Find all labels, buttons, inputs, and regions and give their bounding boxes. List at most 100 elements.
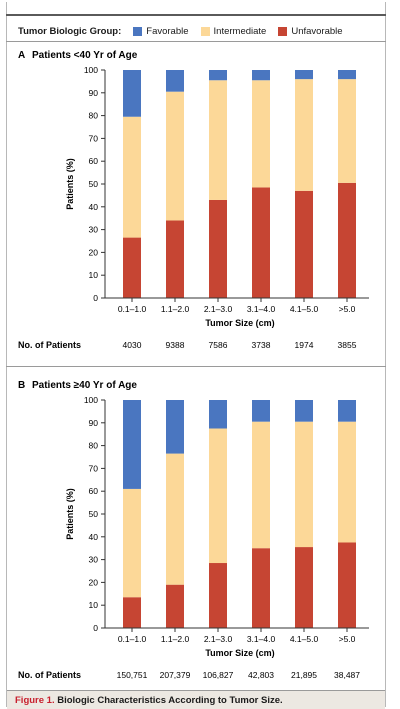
legend-label-unfavorable: Unfavorable	[291, 25, 343, 37]
panel-a-bar-unfavorable-3	[252, 187, 270, 298]
panel-b-bar-favorable-5	[338, 400, 356, 422]
panel-a-bar-intermediate-2	[209, 80, 227, 200]
panel-a-bar-intermediate-0	[123, 116, 141, 238]
panel-b-patients-0: 150,751	[117, 670, 148, 680]
panel-b-ytick-label-10: 10	[89, 600, 99, 610]
figure-caption: Figure 1. Biologic Characteristics Accor…	[7, 690, 385, 709]
panel-a-xtick-label-2: 2.1–3.0	[204, 304, 233, 314]
panel-b-patients-4: 21,895	[291, 670, 317, 680]
legend-swatch-intermediate	[200, 26, 210, 36]
caption-label: Figure 1.	[15, 695, 55, 706]
legend: Tumor Biologic Group: Favorable Intermed…	[18, 24, 355, 38]
panel-b-letter: B	[18, 380, 25, 391]
panel-a-bar-intermediate-4	[295, 79, 313, 191]
panel-a-ytick-label-30: 30	[89, 225, 99, 235]
panel-b-bar-unfavorable-2	[209, 563, 227, 628]
panel-a-patients-5: 3855	[338, 340, 357, 350]
panel-b-chart: B Patients ≥40 Yr of Age 0 10 20 30 40 50 60 70 80…	[18, 380, 369, 680]
panel-a-xtick-label-3: 3.1–4.0	[247, 304, 276, 314]
panel-b-ytick-label-70: 70	[89, 463, 99, 473]
panel-b-patients-1: 207,379	[160, 670, 191, 680]
panel-b-patients-3: 42,803	[248, 670, 274, 680]
panel-a-patients-3: 3738	[252, 340, 271, 350]
panel-a-ytick-label-80: 80	[89, 111, 99, 121]
panel-b-bar-favorable-4	[295, 400, 313, 422]
legend-swatch-unfavorable	[278, 26, 288, 36]
legend-title: Tumor Biologic Group:	[18, 25, 122, 37]
top-rule	[6, 14, 386, 16]
panel-b-ytick-label-50: 50	[89, 509, 99, 519]
panel-a-xtick-label-4: 4.1–5.0	[290, 304, 319, 314]
panel-b-bar-unfavorable-0	[123, 597, 141, 628]
panel-b-bar-intermediate-3	[252, 421, 270, 549]
panel-b-ytick-label-40: 40	[89, 532, 99, 542]
panel-divider	[6, 366, 386, 367]
panel-b-xtick-label-4: 4.1–5.0	[290, 634, 319, 644]
panel-b-bar-favorable-2	[209, 400, 227, 429]
panel-a-ytick-label-50: 50	[89, 179, 99, 189]
panel-b-xtick-label-5: >5.0	[339, 634, 356, 644]
caption-text: Biologic Characteristics According to Tu…	[57, 695, 283, 706]
panel-b-title: Patients ≥40 Yr of Age	[32, 380, 137, 391]
panel-a-bar-unfavorable-5	[338, 182, 356, 298]
panel-a-bar-favorable-4	[295, 70, 313, 80]
panel-b-ytick-label-100: 100	[84, 395, 98, 405]
panel-a-patients-2: 7586	[209, 340, 228, 350]
panel-a-x-axis-label: Tumor Size (cm)	[205, 318, 274, 328]
panel-a-patients-1: 9388	[166, 340, 185, 350]
panel-b-y-axis-label: Patients (%)	[65, 488, 75, 540]
legend-item-favorable: Favorable	[133, 25, 189, 37]
panel-b-bar-favorable-0	[123, 400, 141, 489]
panel-a-ytick-label-60: 60	[89, 156, 99, 166]
panel-b-xtick-label-3: 3.1–4.0	[247, 634, 276, 644]
panel-b-bar-unfavorable-4	[295, 547, 313, 628]
panel-b-patients-2: 106,827	[203, 670, 234, 680]
panel-a-ytick-label-10: 10	[89, 270, 99, 280]
panel-a-ytick-label-70: 70	[89, 133, 99, 143]
panel-a-bar-favorable-5	[338, 70, 356, 80]
panel-a-ytick-label-20: 20	[89, 247, 99, 257]
panel-b-ytick-label-20: 20	[89, 577, 99, 587]
panel-b-patients-5: 38,487	[334, 670, 360, 680]
legend-swatch-favorable	[133, 26, 143, 36]
panel-b-bar-intermediate-2	[209, 428, 227, 564]
panel-a-letter: A	[18, 50, 25, 61]
panel-a-patients-label: No. of Patients	[18, 340, 81, 350]
panel-a-bar-intermediate-1	[166, 91, 184, 221]
panel-a-bar-unfavorable-0	[123, 237, 141, 298]
panel-a-bar-unfavorable-1	[166, 220, 184, 298]
panel-a-ytick-label-40: 40	[89, 202, 99, 212]
panel-a-bar-unfavorable-4	[295, 190, 313, 298]
panel-b-bar-intermediate-1	[166, 453, 184, 585]
panel-a-xtick-label-5: >5.0	[339, 304, 356, 314]
panel-b-bar-unfavorable-3	[252, 548, 270, 628]
legend-label-favorable: Favorable	[146, 25, 189, 37]
panel-b-x-axis-label: Tumor Size (cm)	[205, 648, 274, 658]
panel-a-bar-unfavorable-2	[209, 199, 227, 298]
panel-a-xtick-label-0: 0.1–1.0	[118, 304, 147, 314]
legend-label-intermediate: Intermediate	[213, 25, 267, 37]
panel-a-patients-0: 4030	[123, 340, 142, 350]
panel-b-bar-favorable-1	[166, 400, 184, 454]
panel-a-xtick-label-1: 1.1–2.0	[161, 304, 190, 314]
panel-a-ytick-label-0: 0	[93, 293, 98, 303]
legend-item-intermediate: Intermediate	[200, 25, 267, 37]
panel-b-xtick-label-1: 1.1–2.0	[161, 634, 190, 644]
panel-b-ytick-label-30: 30	[89, 555, 99, 565]
panel-b-bar-favorable-3	[252, 400, 270, 422]
figure-frame	[6, 2, 386, 707]
panel-a-ytick-label-90: 90	[89, 88, 99, 98]
panel-b-ytick-label-80: 80	[89, 441, 99, 451]
panel-b-bar-unfavorable-1	[166, 584, 184, 628]
panel-a-patients-4: 1974	[295, 340, 314, 350]
panel-a-bar-favorable-3	[252, 70, 270, 81]
panel-b-ytick-label-90: 90	[89, 418, 99, 428]
panel-a-y-axis-label: Patients (%)	[65, 158, 75, 210]
legend-item-unfavorable: Unfavorable	[278, 25, 343, 37]
panel-b-xtick-label-0: 0.1–1.0	[118, 634, 147, 644]
panel-a-title: Patients <40 Yr of Age	[32, 50, 138, 61]
panel-b-patients-label: No. of Patients	[18, 670, 81, 680]
panel-b-ytick-label-60: 60	[89, 486, 99, 496]
panel-a-chart: A Patients <40 Yr of Age 0 10 20 30 40 50 60 70 80…	[18, 50, 369, 350]
panel-a-ytick-label-100: 100	[84, 65, 98, 75]
